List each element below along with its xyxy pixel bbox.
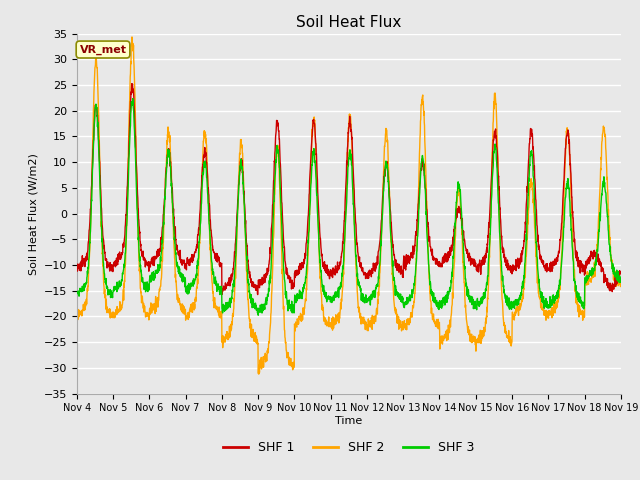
X-axis label: Time: Time [335, 416, 362, 426]
Title: Soil Heat Flux: Soil Heat Flux [296, 15, 401, 30]
Legend: SHF 1, SHF 2, SHF 3: SHF 1, SHF 2, SHF 3 [218, 436, 479, 459]
Y-axis label: Soil Heat Flux (W/m2): Soil Heat Flux (W/m2) [28, 153, 38, 275]
Text: VR_met: VR_met [79, 44, 127, 55]
